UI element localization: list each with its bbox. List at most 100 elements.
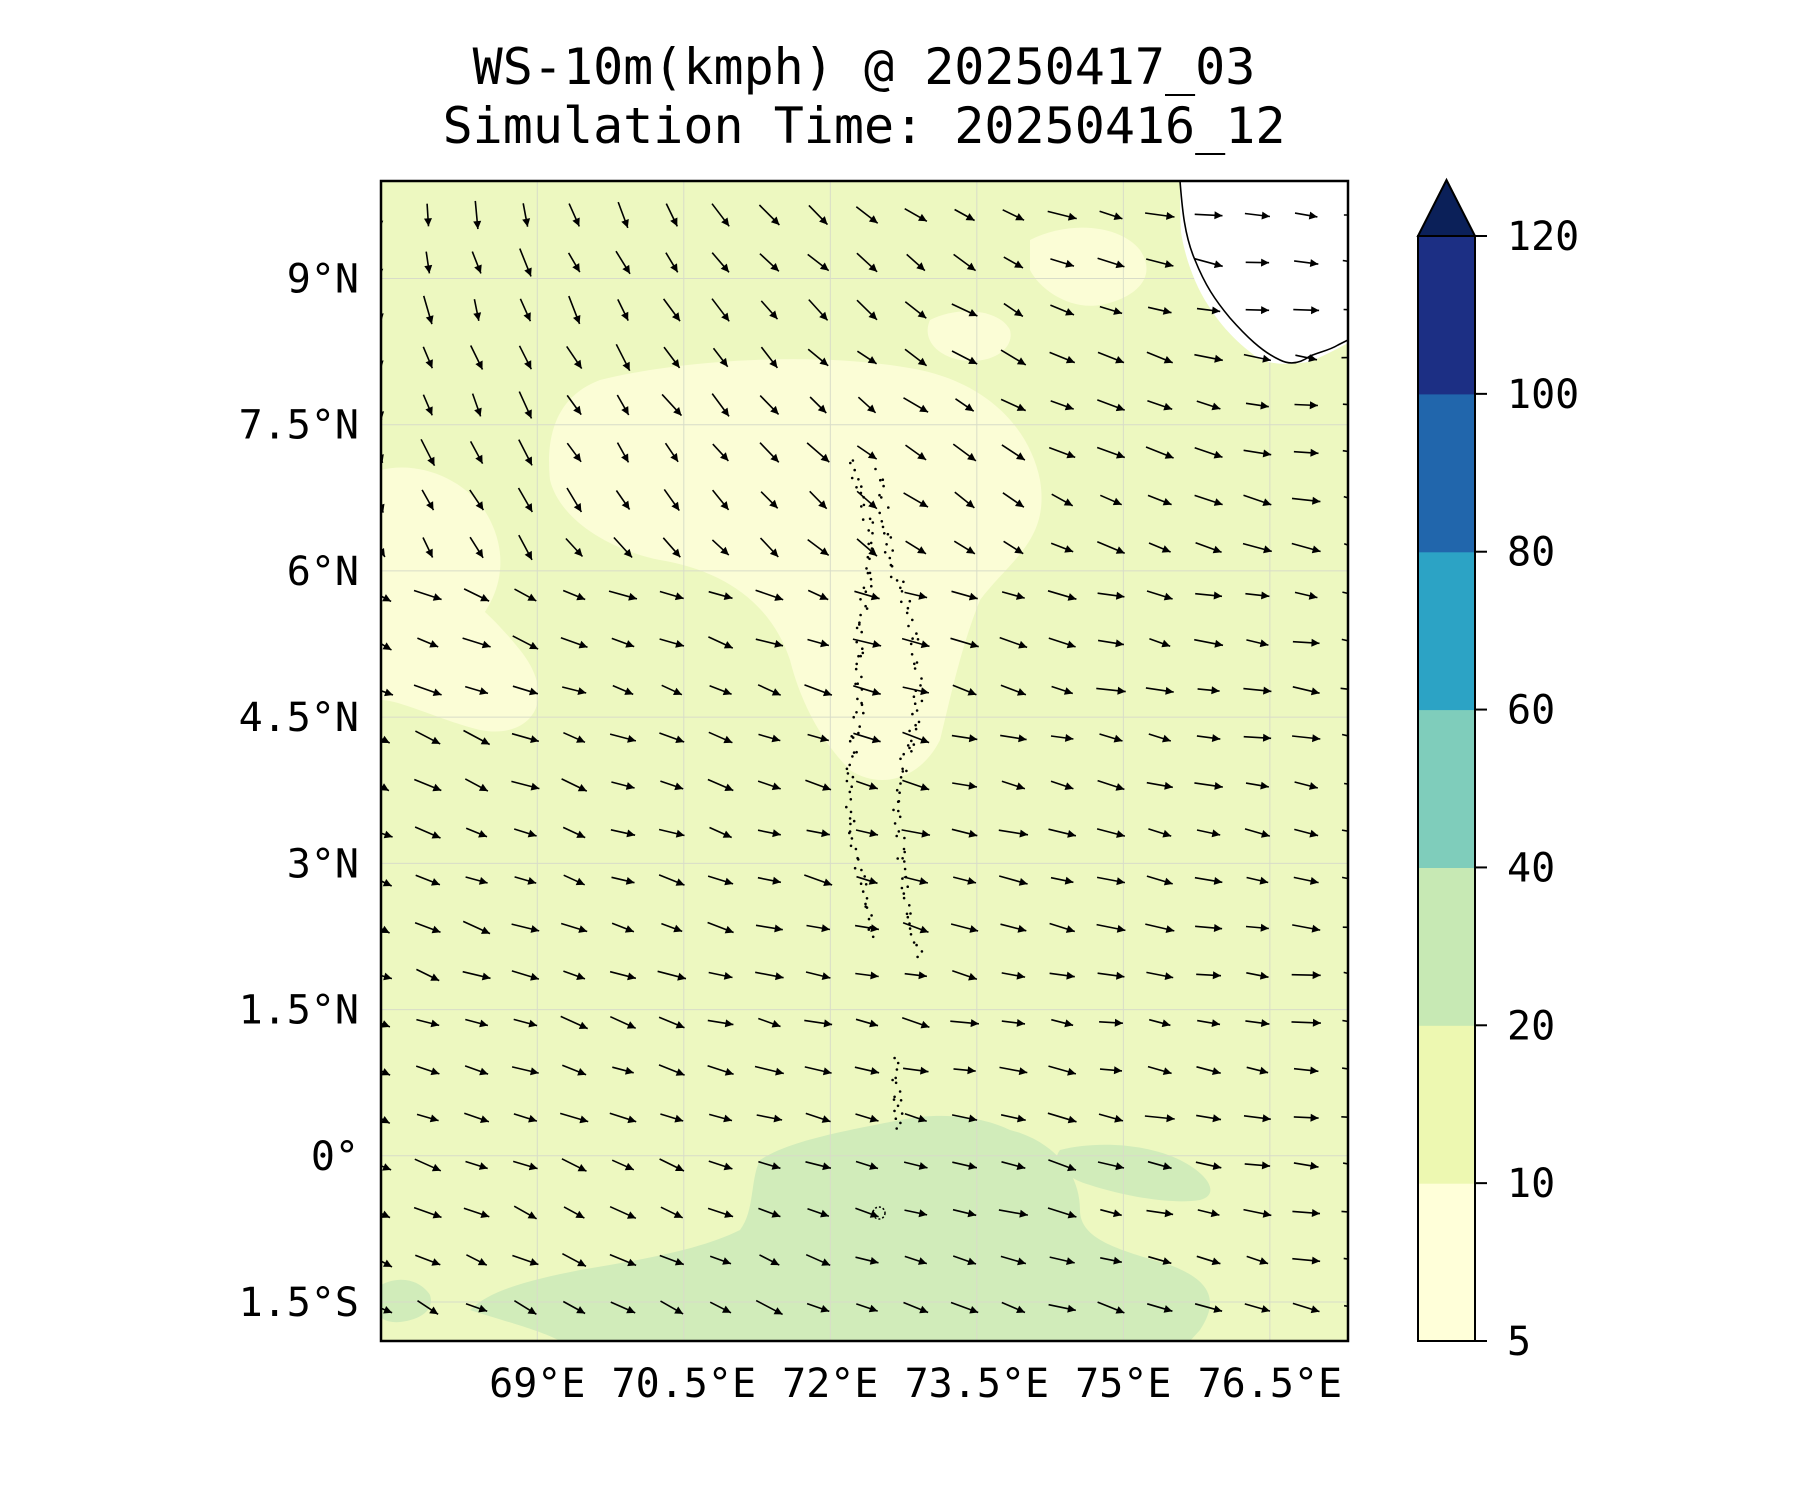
wind-arrow [1146,971,1174,980]
island-dot [895,1068,899,1071]
wind-arrow [807,589,829,601]
wind-arrow [562,1064,587,1076]
wind-arrow [951,350,978,365]
wind-arrow [809,490,828,510]
wind-arrow [609,1015,637,1030]
island-dot [885,543,888,546]
island-dot [886,532,890,536]
wind-arrow [1051,493,1074,507]
wind-arrow [665,252,679,273]
wind-arrow [512,1160,538,1171]
island-atoll [872,1206,886,1220]
island-dot [871,935,875,939]
wind-arrow [808,299,829,321]
wind-arrow [1048,1303,1076,1313]
wind-arrow [559,1112,589,1124]
island-dot [860,630,863,634]
wind-arrow [951,828,978,838]
island-dot [901,770,905,773]
wind-arrow [709,1301,732,1314]
wind-arrow [381,972,393,981]
wind-arrow [381,1210,391,1219]
wind-arrow [1294,211,1318,220]
island-dot [858,623,861,626]
island-dot [899,1099,903,1102]
wind-arrow [1148,542,1171,553]
wind-arrow [416,968,440,982]
wind-arrow [904,591,928,600]
wind-arrow [954,491,975,509]
wind-arrow [1293,448,1319,457]
wind-arrow [854,590,880,601]
wind-arrow [1050,400,1074,411]
island-dot [850,837,854,840]
wind-arrow [1097,351,1125,364]
wind-arrow [1245,401,1269,410]
wind-arrow [902,731,930,744]
stronger-wind-region-southwest [381,1279,431,1323]
wind-arrow [903,492,929,508]
wind-arrow [381,735,391,744]
island-dot [897,830,901,833]
wind-arrow [1341,1210,1348,1213]
wind-arrow [562,686,587,695]
wind-arrow [613,536,633,559]
lat-tick-label: 3°N [287,841,359,887]
wind-arrow [465,1160,488,1170]
island-dot [915,632,918,635]
wind-arrow [610,1301,636,1314]
wind-arrow [1291,971,1321,980]
wind-arrow [807,733,830,743]
wind-arrow [712,443,729,462]
wind-arrow [903,1301,929,1314]
lon-tick-label: 73.5°E [905,1361,1050,1407]
wind-arrow [1245,781,1269,790]
wind-speed-colorbar: 5 10 20 40 60 80 100 120 [1416,177,1579,1365]
wind-arrow [612,1066,634,1075]
wind-arrow [1146,875,1173,886]
wind-arrow [381,1116,391,1125]
wind-arrow [518,439,533,466]
wind-arrow [662,298,681,322]
wind-arrow [806,442,830,463]
wind-arrow [513,1205,537,1220]
wind-arrow [806,1302,830,1313]
wind-arrow [657,970,687,981]
wind-arrow [707,1019,734,1028]
island-dot [859,654,862,658]
wind-arrow [808,204,829,226]
island-dot [899,757,902,761]
wind-arrow [560,922,588,933]
wind-arrow [566,394,582,416]
wind-arrow [758,1207,781,1218]
island-dot [906,885,909,888]
wind-arrow [381,830,393,839]
wind-arrow [709,1255,732,1265]
island-dot [915,709,919,712]
wind-arrow [1245,1019,1270,1027]
island-dot [863,875,866,878]
wind-arrow [567,252,581,273]
wind-arrow [1242,542,1273,554]
island-dot [850,785,853,788]
island-dot [911,712,914,716]
wind-arrow [1048,1065,1077,1076]
wind-arrow [413,589,442,601]
island-dot [855,640,858,644]
island-dot [864,590,868,593]
island-dot [851,775,855,779]
wind-arrow [422,394,433,416]
wind-arrow [950,1301,979,1314]
island-dot [874,467,877,471]
wind-arrow [757,780,781,791]
colorbar-tick-label: 100 [1507,372,1579,418]
island-dot [854,847,858,851]
wind-arrow [660,1300,684,1315]
wind-arrow [658,1016,685,1029]
wind-arrow [903,397,929,413]
wind-arrow [807,348,829,367]
wind-arrow [807,638,830,648]
wind-arrow [422,537,434,558]
wind-arrow [1047,210,1077,221]
island-dot [870,914,873,917]
